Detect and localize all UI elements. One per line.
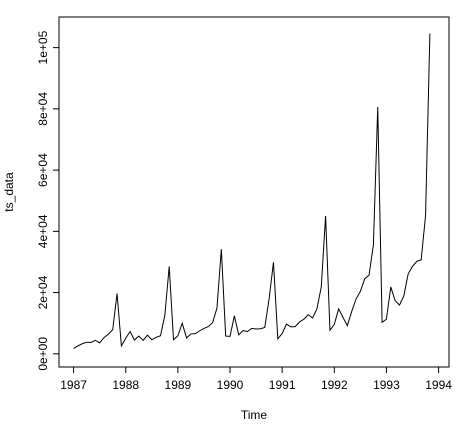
series-line [73,33,431,350]
y-tick-label: 2e+04 [36,275,50,309]
y-tick-label: 6e+04 [36,153,50,187]
y-tick-label: 8e+04 [36,92,50,126]
x-tick-label: 1993 [373,378,400,392]
y-tick-label: 4e+04 [36,214,50,248]
plot-box [58,16,450,368]
x-axis: 1987 1988 1989 1990 1991 1992 1993 1994 [60,366,452,392]
x-tick-label: 1987 [60,378,87,392]
x-axis-label: Time [241,408,268,422]
x-tick-label: 1992 [321,378,348,392]
x-tick-label: 1988 [112,378,139,392]
x-tick-label: 1989 [165,378,192,392]
y-axis: 0e+00 2e+04 4e+04 6e+04 8e+04 1e+05 [36,30,60,371]
y-axis-label: ts_data [2,172,16,212]
y-tick-label: 0e+00 [36,337,50,371]
x-tick-label: 1991 [269,378,296,392]
x-tick-label: 1994 [425,378,452,392]
y-tick-label: 1e+05 [36,30,50,64]
x-tick-label: 1990 [217,378,244,392]
